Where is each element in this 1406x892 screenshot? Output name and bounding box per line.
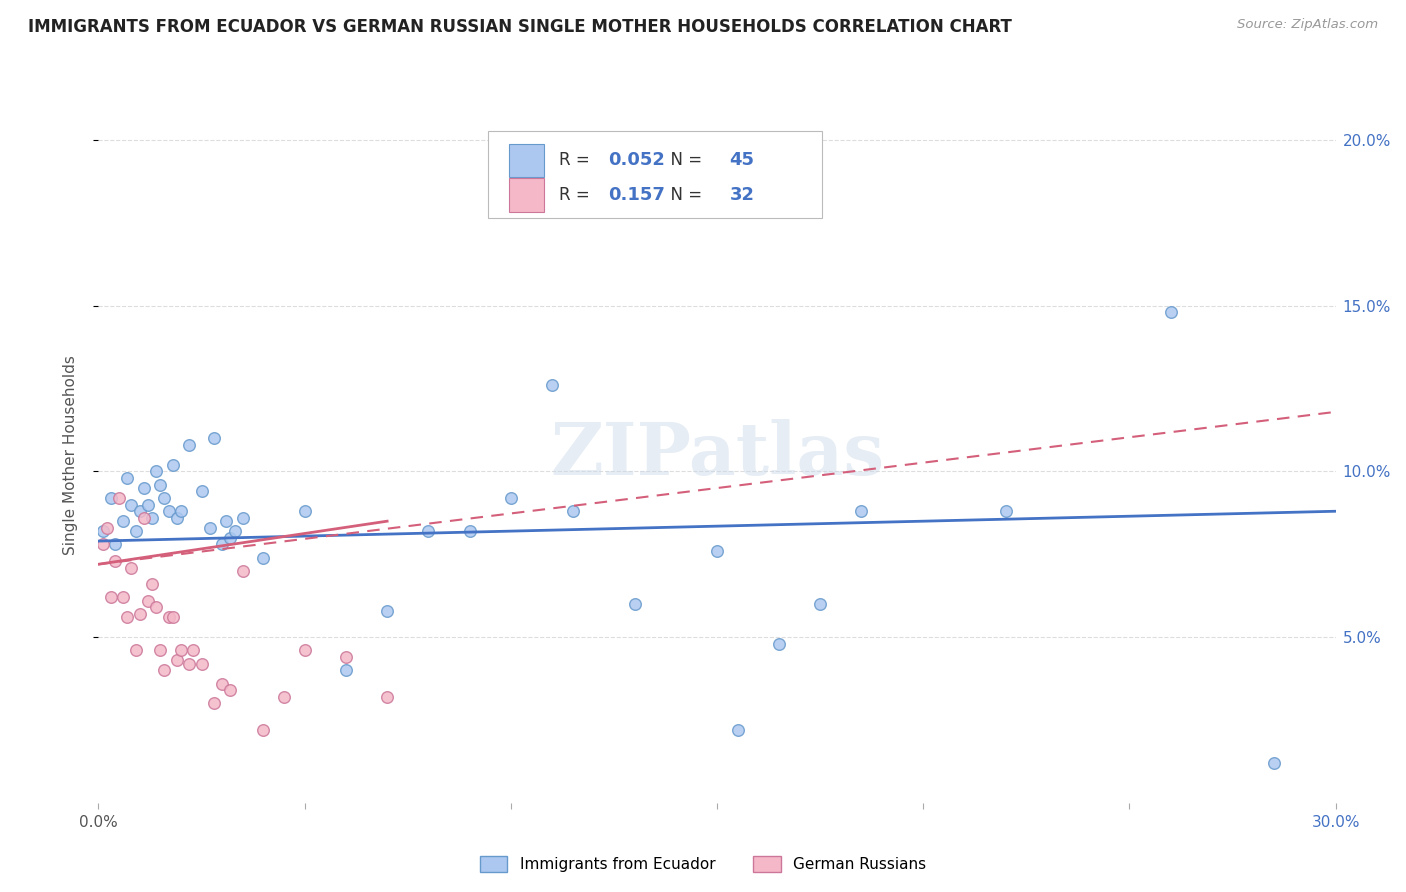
- Text: ZIPatlas: ZIPatlas: [550, 419, 884, 491]
- Point: [166, 511, 188, 525]
- Point: [541, 378, 564, 392]
- Point: [335, 663, 357, 677]
- Point: [153, 491, 176, 505]
- Point: [727, 723, 749, 737]
- Point: [132, 481, 155, 495]
- Text: N =: N =: [661, 152, 707, 169]
- Point: [149, 477, 172, 491]
- Text: R =: R =: [558, 186, 595, 204]
- Point: [335, 650, 357, 665]
- Point: [91, 524, 114, 538]
- Point: [145, 600, 167, 615]
- Point: [1263, 756, 1285, 770]
- Point: [132, 511, 155, 525]
- Point: [141, 577, 163, 591]
- Point: [104, 554, 127, 568]
- Point: [851, 504, 873, 518]
- Point: [136, 498, 159, 512]
- Text: 0.157: 0.157: [609, 186, 665, 204]
- FancyBboxPatch shape: [488, 131, 823, 219]
- Point: [104, 537, 127, 551]
- Point: [706, 544, 728, 558]
- Point: [170, 504, 193, 518]
- Text: 0.052: 0.052: [609, 152, 665, 169]
- Point: [375, 690, 398, 704]
- Legend: Immigrants from Ecuador, German Russians: Immigrants from Ecuador, German Russians: [472, 848, 934, 880]
- Point: [100, 491, 122, 505]
- Point: [202, 431, 225, 445]
- Text: IMMIGRANTS FROM ECUADOR VS GERMAN RUSSIAN SINGLE MOTHER HOUSEHOLDS CORRELATION C: IMMIGRANTS FROM ECUADOR VS GERMAN RUSSIA…: [28, 18, 1012, 36]
- Point: [120, 498, 142, 512]
- Point: [112, 514, 135, 528]
- Point: [211, 537, 233, 551]
- Point: [994, 504, 1017, 518]
- Point: [120, 560, 142, 574]
- Point: [224, 524, 246, 538]
- Point: [623, 597, 645, 611]
- Point: [162, 458, 184, 472]
- Text: 32: 32: [730, 186, 755, 204]
- Point: [128, 607, 150, 621]
- Point: [190, 657, 212, 671]
- Point: [252, 550, 274, 565]
- Point: [499, 491, 522, 505]
- Point: [179, 657, 201, 671]
- Point: [294, 643, 316, 657]
- Point: [232, 564, 254, 578]
- Point: [108, 491, 131, 505]
- Text: R =: R =: [558, 152, 595, 169]
- Point: [219, 531, 242, 545]
- FancyBboxPatch shape: [509, 178, 544, 211]
- Point: [418, 524, 440, 538]
- Point: [157, 610, 180, 624]
- Point: [219, 683, 242, 698]
- Point: [211, 676, 233, 690]
- Text: N =: N =: [661, 186, 707, 204]
- Point: [561, 504, 583, 518]
- Point: [252, 723, 274, 737]
- Point: [91, 537, 114, 551]
- Point: [179, 438, 201, 452]
- Point: [190, 484, 212, 499]
- Point: [96, 521, 118, 535]
- Point: [170, 643, 193, 657]
- Point: [100, 591, 122, 605]
- Point: [124, 643, 146, 657]
- Point: [117, 610, 139, 624]
- Point: [458, 524, 481, 538]
- Point: [181, 643, 204, 657]
- Point: [128, 504, 150, 518]
- Point: [273, 690, 295, 704]
- Point: [1160, 305, 1182, 319]
- Point: [166, 653, 188, 667]
- Y-axis label: Single Mother Households: Single Mother Households: [63, 355, 77, 555]
- Point: [768, 637, 790, 651]
- Point: [112, 591, 135, 605]
- Point: [375, 604, 398, 618]
- Point: [145, 465, 167, 479]
- Point: [141, 511, 163, 525]
- Point: [136, 593, 159, 607]
- Point: [294, 504, 316, 518]
- Point: [198, 521, 221, 535]
- Text: 45: 45: [730, 152, 755, 169]
- Point: [149, 643, 172, 657]
- Point: [153, 663, 176, 677]
- Point: [202, 697, 225, 711]
- Text: Source: ZipAtlas.com: Source: ZipAtlas.com: [1237, 18, 1378, 31]
- Point: [215, 514, 238, 528]
- Point: [162, 610, 184, 624]
- Point: [124, 524, 146, 538]
- Point: [232, 511, 254, 525]
- Point: [157, 504, 180, 518]
- Point: [117, 471, 139, 485]
- Point: [808, 597, 831, 611]
- FancyBboxPatch shape: [509, 144, 544, 178]
